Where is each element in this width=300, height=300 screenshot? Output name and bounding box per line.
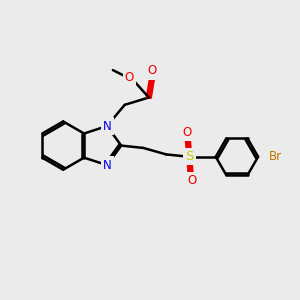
Text: O: O xyxy=(125,71,134,84)
Text: O: O xyxy=(148,64,157,77)
Text: N: N xyxy=(103,120,111,133)
Text: S: S xyxy=(185,150,194,163)
Text: Br: Br xyxy=(268,150,282,163)
Text: O: O xyxy=(182,126,191,139)
Text: O: O xyxy=(187,174,196,188)
Text: N: N xyxy=(103,159,111,172)
